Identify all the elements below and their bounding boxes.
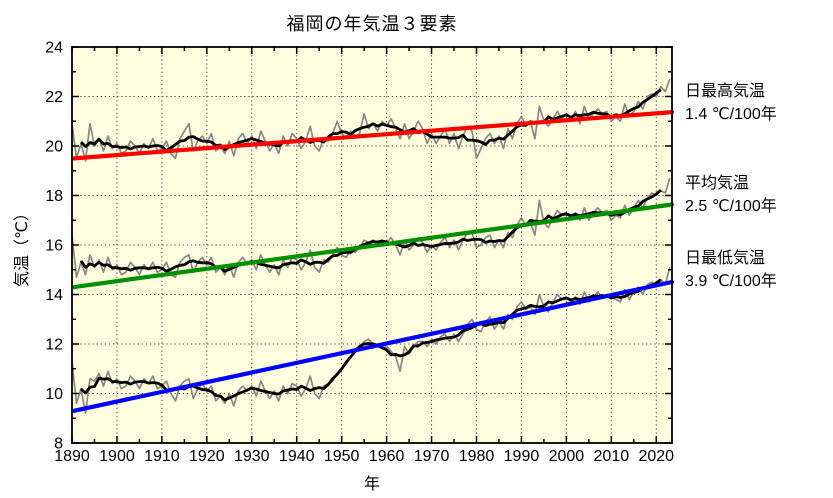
- svg-text:1970: 1970: [414, 448, 450, 465]
- legend-series-name: 日最低気温: [685, 250, 766, 267]
- svg-text:1980: 1980: [459, 448, 495, 465]
- legend-trend-rate: 1.4 ℃/100年: [685, 106, 777, 123]
- legend-series-name: 平均気温: [685, 175, 750, 192]
- svg-text:1960: 1960: [369, 448, 405, 465]
- legend-series-mean: 平均気温 2.5 ℃/100年: [685, 172, 833, 218]
- svg-text:8: 8: [54, 436, 63, 453]
- svg-text:16: 16: [45, 238, 63, 255]
- svg-text:1900: 1900: [99, 448, 135, 465]
- legend-series-daily-max: 日最高気温 1.4 ℃/100年: [685, 80, 833, 126]
- svg-text:18: 18: [45, 188, 63, 205]
- svg-text:14: 14: [45, 287, 63, 304]
- svg-text:1990: 1990: [504, 448, 540, 465]
- svg-text:2020: 2020: [638, 448, 674, 465]
- svg-text:1950: 1950: [324, 448, 360, 465]
- svg-text:1920: 1920: [189, 448, 225, 465]
- svg-text:12: 12: [45, 337, 63, 354]
- svg-text:1910: 1910: [144, 448, 180, 465]
- x-axis-title: 年: [363, 476, 380, 493]
- svg-text:1930: 1930: [234, 448, 270, 465]
- svg-text:1940: 1940: [279, 448, 315, 465]
- svg-text:1890: 1890: [54, 448, 90, 465]
- svg-text:24: 24: [45, 40, 63, 57]
- legend-series-daily-min: 日最低気温 3.9 ℃/100年: [685, 247, 833, 293]
- svg-text:2010: 2010: [594, 448, 630, 465]
- legend-series-name: 日最高気温: [685, 83, 766, 100]
- svg-text:2000: 2000: [549, 448, 585, 465]
- legend-trend-rate: 2.5 ℃/100年: [685, 198, 777, 215]
- legend-trend-rate: 3.9 ℃/100年: [685, 273, 777, 290]
- svg-text:10: 10: [45, 386, 63, 403]
- svg-text:20: 20: [45, 139, 63, 156]
- svg-text:22: 22: [45, 89, 63, 106]
- y-axis-title: 気温（℃）: [14, 205, 31, 287]
- chart-title: 福岡の年気温３要素: [286, 14, 458, 34]
